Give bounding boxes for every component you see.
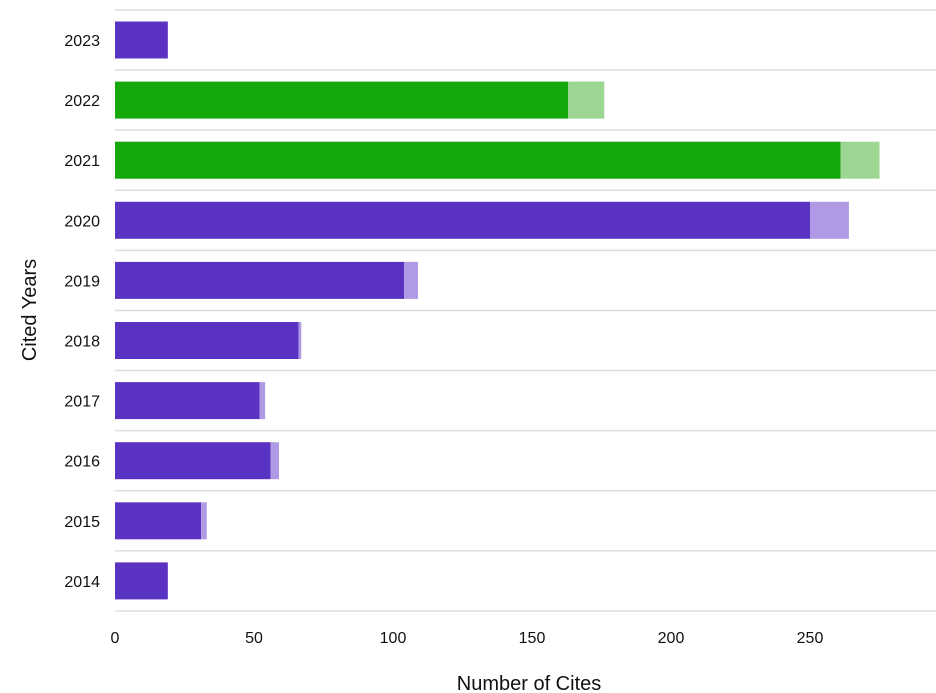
x-axis-title: Number of Cites	[457, 673, 602, 693]
x-tick-label: 100	[380, 630, 407, 647]
bar-2020-segment-1	[115, 201, 810, 239]
gridlines	[115, 9, 936, 612]
x-tick-label: 250	[797, 630, 824, 647]
x-tick-label: 50	[245, 630, 263, 647]
bar-2022-segment-2	[568, 81, 605, 119]
bars	[115, 21, 880, 600]
y-tick-label: 2023	[64, 33, 100, 50]
y-tick-label: 2015	[64, 514, 100, 531]
bar-2014-segment-1	[115, 562, 168, 600]
bar-2016-segment-2	[270, 442, 280, 480]
y-tick-label: 2016	[64, 454, 100, 471]
y-axis-title: Cited Years	[19, 259, 41, 361]
bar-2018-segment-1	[115, 322, 299, 359]
bar-2023-segment-1	[115, 21, 168, 59]
y-tick-label: 2022	[64, 93, 100, 110]
y-tick-label: 2014	[64, 574, 100, 591]
y-tick-label: 2020	[64, 213, 100, 230]
y-tick-label: 2019	[64, 273, 100, 290]
x-tick-label: 0	[111, 630, 120, 647]
y-tick-label: 2021	[64, 153, 100, 170]
bar-2021-segment-2	[840, 141, 880, 179]
bar-2015-segment-2	[201, 502, 207, 540]
bar-2022-segment-1	[115, 81, 569, 119]
bar-2016-segment-1	[115, 442, 271, 480]
x-tick-label: 200	[658, 630, 685, 647]
bar-2017-segment-2	[259, 382, 266, 420]
y-tick-label: 2017	[64, 394, 100, 411]
bar-2015-segment-1	[115, 502, 202, 540]
y-axis-ticks: 2023 2022 2021 2020 2019 2018 2017 2016 2015 2014	[64, 33, 100, 591]
bar-2018-segment-2	[298, 322, 302, 359]
bar-2017-segment-1	[115, 382, 260, 420]
bar-2020-segment-2	[810, 201, 849, 239]
bar-2019-segment-1	[115, 261, 405, 299]
x-tick-label: 150	[519, 630, 546, 647]
x-axis-ticks: 0 50 100 150 200 250	[111, 630, 824, 647]
bar-2019-segment-2	[404, 261, 419, 299]
y-tick-label: 2018	[64, 334, 100, 351]
bar-2021-segment-1	[115, 141, 841, 179]
